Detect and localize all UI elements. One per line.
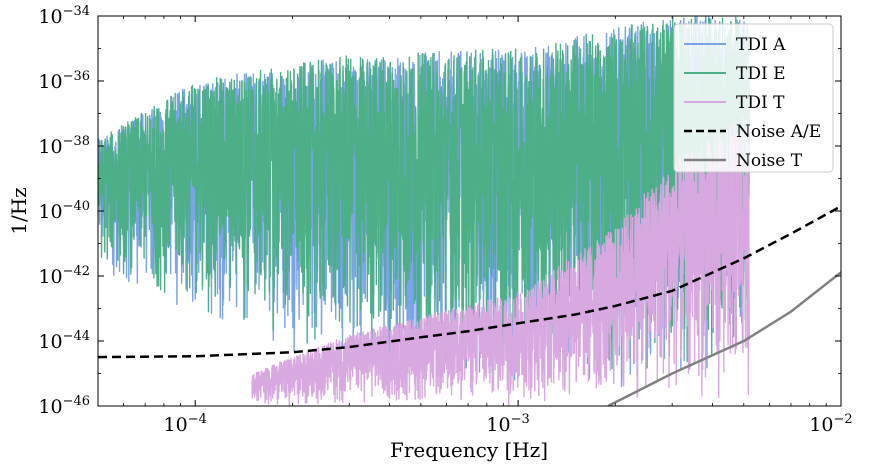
y-axis-label: 1/Hz: [7, 187, 31, 234]
legend: TDI A TDI E TDI T Noise A/E Noise T: [673, 23, 834, 173]
series-line-tdi-t: [251, 116, 750, 406]
ticks-layer: 10−4 10−3 10−2 10−46 10−44 10−42 10−40 10−38 10−…: [38, 4, 852, 436]
x-tick-label: 10−3: [486, 412, 529, 436]
x-axis-label: Frequency [Hz]: [390, 438, 548, 462]
legend-label: Noise A/E: [736, 122, 821, 142]
y-tick-label: 10−42: [38, 264, 90, 288]
y-tick-label: 10−40: [38, 199, 90, 223]
legend-box: [673, 23, 834, 173]
legend-label: TDI T: [736, 93, 785, 113]
x-tick-label: 10−4: [164, 412, 207, 436]
y-tick-label: 10−34: [38, 4, 90, 28]
legend-label: TDI A: [736, 35, 786, 55]
series-line-noise-t: [607, 271, 841, 406]
y-tick-label: 10−36: [38, 69, 90, 93]
legend-label: TDI E: [736, 64, 786, 84]
x-tick-label: 10−2: [809, 412, 852, 436]
series-line-tdi-e: [98, 16, 750, 378]
legend-label: Noise T: [736, 151, 803, 171]
series-line-noise-a-e: [98, 205, 841, 359]
y-tick-label: 10−46: [38, 394, 90, 418]
y-tick-label: 10−38: [38, 134, 90, 158]
y-tick-label: 10−44: [38, 329, 90, 353]
series-layer: [98, 16, 841, 406]
